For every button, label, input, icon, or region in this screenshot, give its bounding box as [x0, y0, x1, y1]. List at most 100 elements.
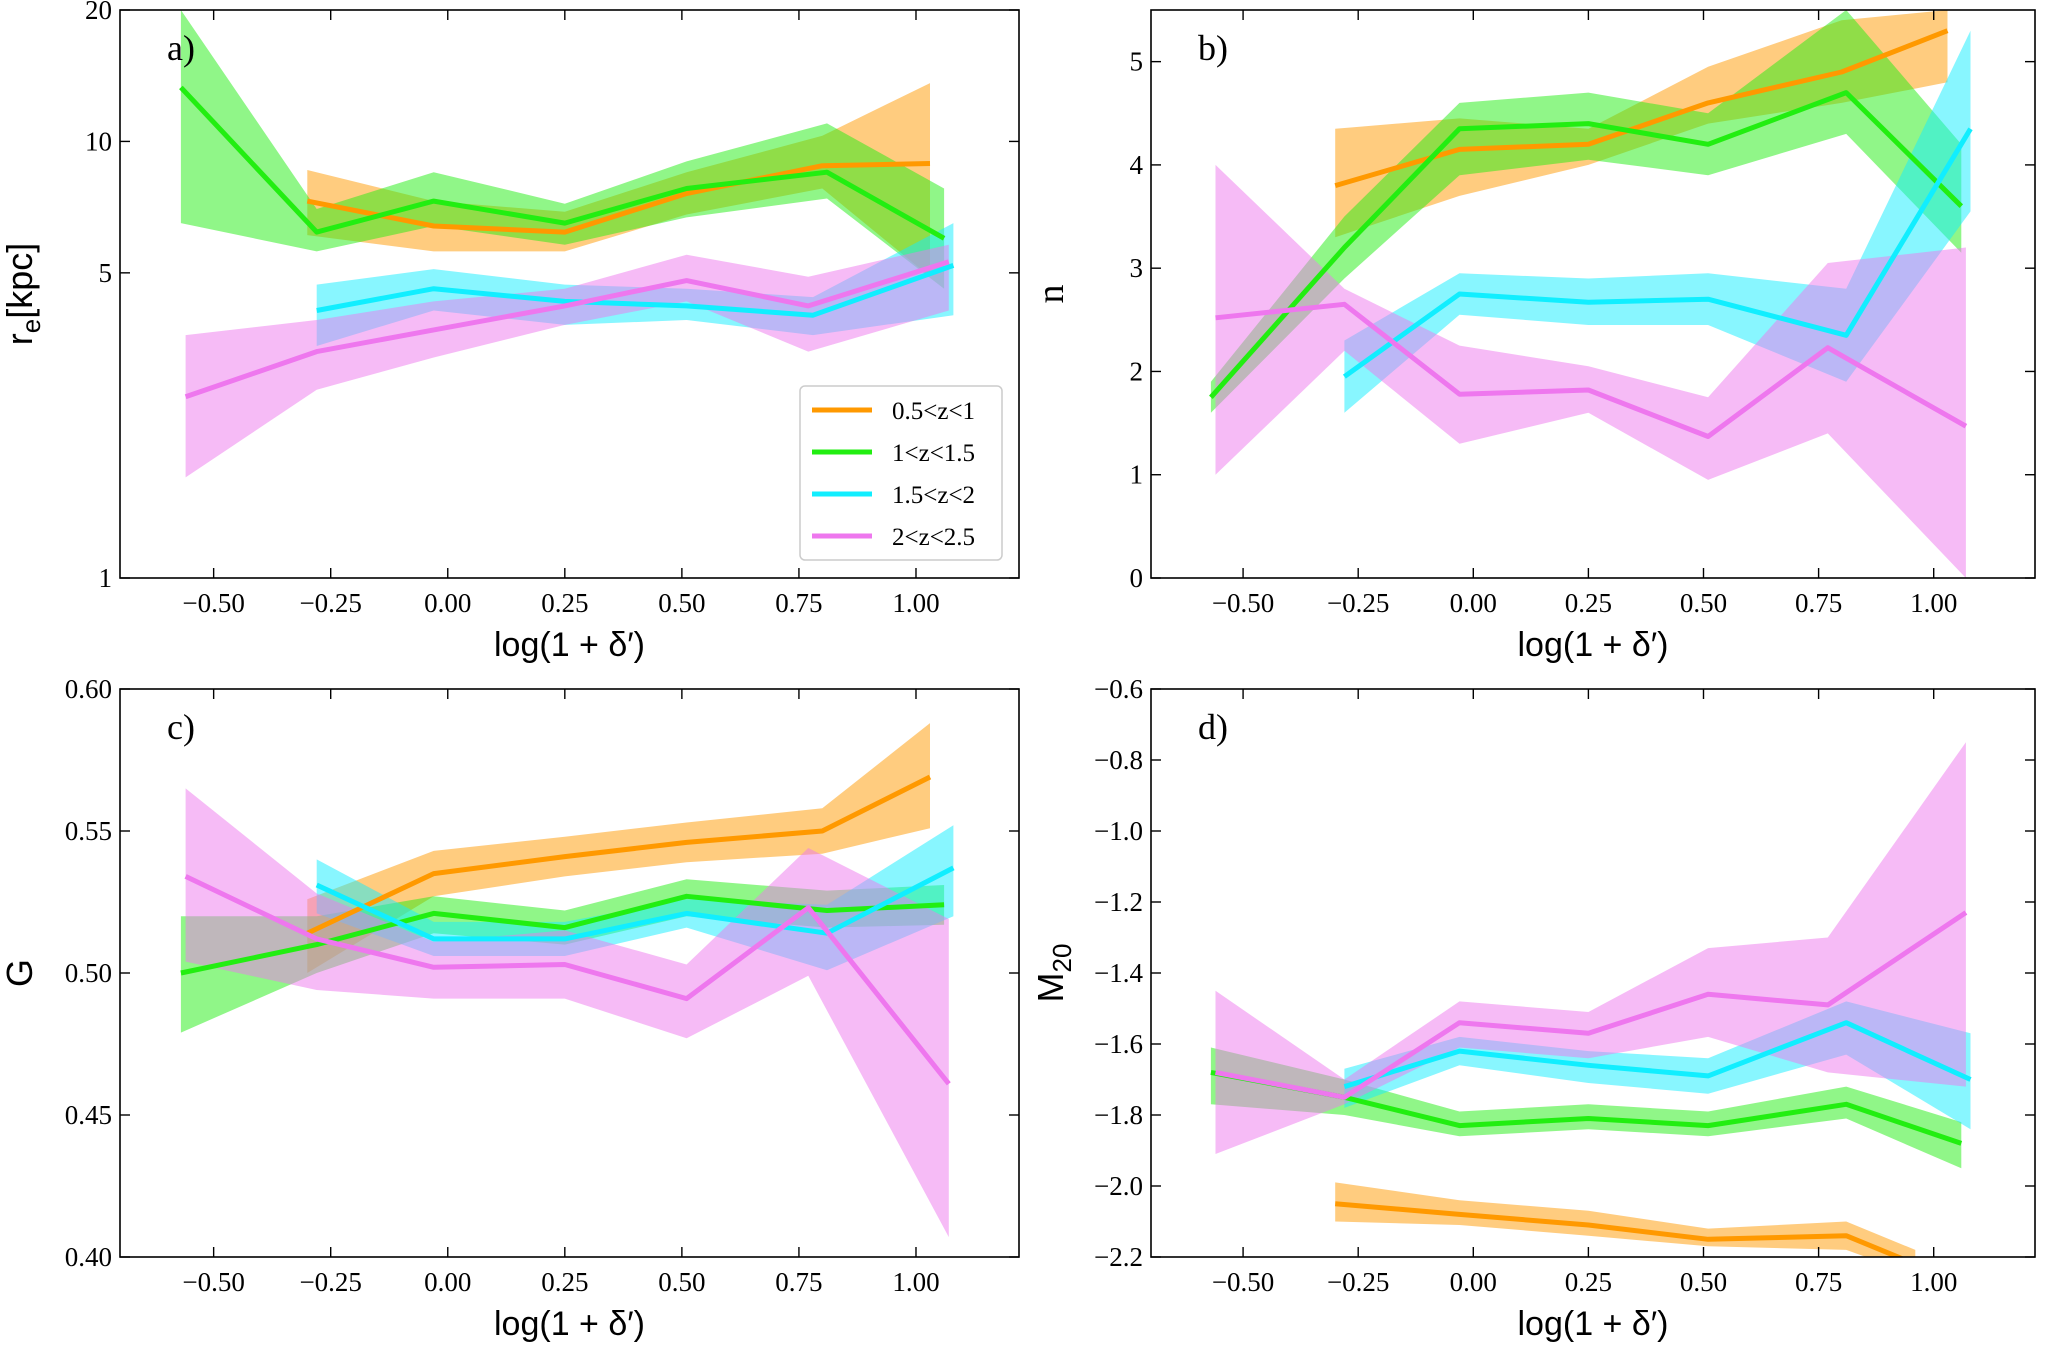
- panel-c-ylabel: G: [0, 959, 40, 987]
- panel-b-ticks: −0.50 −0.25 0.00 0.25 0.50 0.75 1.00 0 1 2 3 4 5: [1130, 10, 2035, 618]
- panel-a-ytick-label: 1: [99, 563, 113, 593]
- panel-a-plot-area: [179, 10, 955, 478]
- panel-d-xtick-label: 0.50: [1680, 1267, 1727, 1297]
- panel-b-xlabel: log(1 + δ′): [1518, 626, 1669, 664]
- panel-c-ytick-label: 0.60: [65, 674, 112, 704]
- panel-b-xtick-label: 1.00: [1910, 588, 1957, 618]
- panel-b-plot-area: [1209, 10, 1973, 578]
- panel-c-ytick-label: 0.40: [65, 1242, 112, 1272]
- panel-a-xtick-label: −0.25: [299, 588, 361, 618]
- panel-c-ytick-label: 0.45: [65, 1100, 112, 1130]
- panel-a-frame: [119, 9, 1020, 579]
- panel-d-ytick-label: −1.0: [1094, 816, 1143, 846]
- panel-a-ylabel-sub: e: [16, 319, 46, 333]
- panel-b-ylabel: n: [1030, 285, 1072, 304]
- panel-b-line-1: [1209, 90, 1964, 399]
- panel-d-xlabel: log(1 + δ′): [1518, 1305, 1669, 1343]
- legend-label-3: 2<z<2.5: [892, 524, 975, 551]
- panel-a-xtick-label: 0.25: [541, 588, 588, 618]
- panel-c-line-1: [180, 893, 945, 976]
- panel-d-ytick-label: −1.6: [1094, 1029, 1143, 1059]
- panel-c-xtick-label: −0.25: [299, 1267, 361, 1297]
- panel-d-line-2: [1343, 1020, 1972, 1089]
- panel-d-ticks: −0.50 −0.25 0.00 0.25 0.50 0.75 1.00 −2.2 −2.0 −1…: [1094, 674, 2035, 1297]
- panel-b-xtick-label: 0.50: [1680, 588, 1727, 618]
- panel-d-ytick-label: −1.2: [1094, 887, 1143, 917]
- panel-b-xtick-label: −0.25: [1327, 588, 1389, 618]
- panel-c-ytick-label: 0.55: [65, 816, 112, 846]
- panel-d-plot-area: [1210, 742, 1972, 1257]
- panel-a-xtick-label: 0.50: [658, 588, 705, 618]
- panel-c-xtick-label: −0.50: [182, 1267, 244, 1297]
- panel-d-line-3: [1215, 910, 1968, 1100]
- panel-b-ytick-label: 0: [1130, 563, 1144, 593]
- panel-c-xtick-label: 0.25: [541, 1267, 588, 1297]
- panel-a-line-0: [306, 161, 931, 235]
- panel-a-line-3: [184, 259, 950, 400]
- panel-b-line-2: [1342, 127, 1973, 379]
- panel-a-xtick-label: 0.75: [775, 588, 822, 618]
- legend-box: [799, 385, 1003, 561]
- panel-b-line-3: [1215, 301, 1968, 439]
- panel-c: −0.50 −0.25 0.00 0.25 0.50 0.75 1.00 0.40 0.45 0.…: [0, 674, 1020, 1343]
- panel-c-ytick-label: 0.50: [65, 958, 112, 988]
- panel-d-ytick-label: −1.4: [1094, 958, 1143, 988]
- panel-b-xtick-label: 0.75: [1795, 588, 1842, 618]
- panel-a-ytick-label: 5: [99, 258, 113, 288]
- panel-b-ytick-label: 5: [1130, 47, 1144, 77]
- panel-d-ytick-label: −2.2: [1094, 1242, 1143, 1272]
- panel-a-line-2: [316, 263, 955, 318]
- panel-a-xlabel: log(1 + δ′): [494, 626, 645, 664]
- panel-c-line-0: [306, 774, 932, 936]
- panel-d-xtick-label: 0.00: [1450, 1267, 1497, 1297]
- panel-a-ytick-label: 20: [85, 0, 112, 25]
- panel-c-xtick-label: 0.75: [775, 1267, 822, 1297]
- panel-d-label: d): [1198, 707, 1228, 747]
- panel-d-xtick-label: 0.25: [1565, 1267, 1612, 1297]
- panel-c-ticks: −0.50 −0.25 0.00 0.25 0.50 0.75 1.00 0.40 0.45 0.…: [65, 674, 1019, 1297]
- panel-c-xtick-label: 1.00: [892, 1267, 939, 1297]
- panel-b-ytick-label: 3: [1130, 253, 1144, 283]
- panel-c-band-3: [185, 788, 949, 1238]
- panel-c-xlabel: log(1 + δ′): [494, 1305, 645, 1343]
- panel-a-ylabel-main: r: [0, 333, 40, 345]
- panel-b-ytick-label: 1: [1130, 460, 1144, 490]
- panel-a-ytick-label: 10: [85, 126, 112, 156]
- panel-b-band-1: [1210, 10, 1962, 413]
- panel-d-xtick-label: 1.00: [1910, 1267, 1957, 1297]
- panel-b-frame: [1150, 9, 2036, 579]
- panel-b-band-3: [1215, 164, 1966, 578]
- panel-d-ylabel: M20: [1030, 944, 1077, 1003]
- panel-d-line-0: [1334, 1201, 1905, 1257]
- panel-a-band-3: [185, 244, 949, 478]
- panel-c-xtick-label: 0.50: [658, 1267, 705, 1297]
- legend-label-1: 1<z<1.5: [892, 440, 975, 467]
- panel-a-label: a): [167, 28, 195, 68]
- legend-label-0: 0.5<z<1: [892, 398, 975, 425]
- panel-a-xtick-label: 1.00: [892, 588, 939, 618]
- panel-d-xtick-label: −0.25: [1327, 1267, 1389, 1297]
- panel-a-ylabel-rest: [kpc]: [0, 243, 40, 319]
- panel-c-line-2: [315, 865, 955, 942]
- panel-d-ytick-label: −0.8: [1094, 745, 1143, 775]
- panel-b-ytick-label: 4: [1130, 150, 1144, 180]
- panel-d: −0.50 −0.25 0.00 0.25 0.50 0.75 1.00 −2.2 −2.0 −1…: [1030, 674, 2036, 1343]
- panel-c-xtick-label: 0.00: [424, 1267, 471, 1297]
- panel-d-ylabel-sub: 20: [1047, 944, 1077, 973]
- panel-b-xtick-label: 0.25: [1565, 588, 1612, 618]
- panel-a-line-1: [179, 85, 946, 241]
- panel-c-label: c): [167, 707, 195, 747]
- panel-b-label: b): [1198, 28, 1228, 68]
- panel-b-xtick-label: 0.00: [1450, 588, 1497, 618]
- legend: 0.5<z<1 1<z<1.5 1.5<z<2 2<z<2.5: [799, 385, 1003, 561]
- panel-b-ytick-label: 2: [1130, 356, 1144, 386]
- panel-c-line-3: [184, 874, 951, 1086]
- panel-b-line-0: [1334, 28, 1949, 189]
- panel-d-ytick-label: −2.0: [1094, 1171, 1143, 1201]
- panel-d-band-1: [1210, 1047, 1962, 1169]
- panel-d-ylabel-main: M: [1030, 972, 1071, 1002]
- panel-b-xtick-label: −0.50: [1212, 588, 1274, 618]
